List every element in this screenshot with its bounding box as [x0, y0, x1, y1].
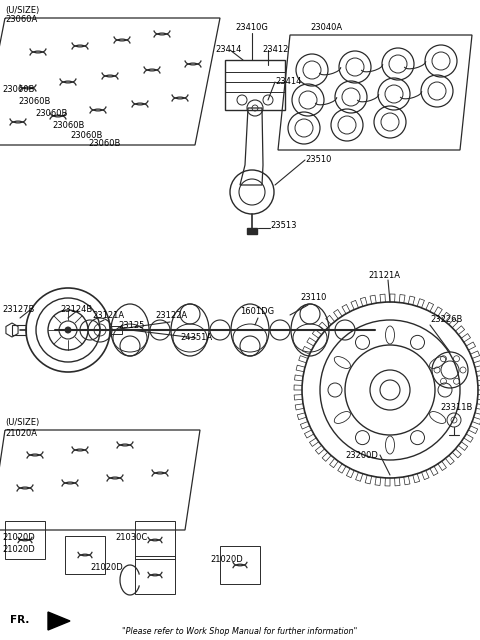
- Text: 21020D: 21020D: [90, 563, 123, 573]
- Polygon shape: [48, 612, 70, 630]
- Text: (U/SIZE): (U/SIZE): [5, 6, 39, 15]
- Bar: [65, 536, 105, 574]
- Text: 23060B: 23060B: [2, 86, 35, 95]
- Text: 23513: 23513: [270, 221, 297, 230]
- Text: 23124B: 23124B: [60, 305, 92, 314]
- Text: 23414: 23414: [275, 77, 301, 86]
- Text: 23060B: 23060B: [70, 131, 102, 140]
- Text: 23121A: 23121A: [92, 310, 124, 319]
- Bar: [135, 521, 175, 559]
- Text: 23200D: 23200D: [345, 451, 378, 460]
- Text: 23510: 23510: [305, 156, 331, 164]
- Text: 23412: 23412: [262, 45, 288, 54]
- Text: 23127B: 23127B: [2, 305, 35, 314]
- Text: 23122A: 23122A: [155, 312, 187, 321]
- Bar: [5, 521, 45, 559]
- Text: 23414: 23414: [215, 45, 241, 54]
- Text: 21020A: 21020A: [5, 429, 37, 438]
- Text: 23060B: 23060B: [35, 109, 67, 118]
- Text: 23060A: 23060A: [5, 15, 37, 24]
- Text: 23226B: 23226B: [430, 316, 462, 324]
- Text: FR.: FR.: [10, 615, 29, 625]
- Text: 23060B: 23060B: [18, 97, 50, 106]
- Text: 23311B: 23311B: [440, 403, 472, 413]
- Text: 23040A: 23040A: [310, 22, 342, 31]
- Text: 24351A: 24351A: [180, 333, 212, 342]
- Text: 23110: 23110: [300, 294, 326, 303]
- Bar: [12, 325, 26, 335]
- Text: 21030C: 21030C: [115, 534, 147, 543]
- Circle shape: [65, 327, 71, 333]
- Bar: [220, 546, 260, 584]
- Text: 23060B: 23060B: [52, 122, 84, 131]
- Text: (U/SIZE): (U/SIZE): [5, 419, 39, 428]
- Text: 21020D: 21020D: [210, 556, 243, 564]
- Text: 1601DG: 1601DG: [240, 307, 274, 317]
- Text: 23410G: 23410G: [235, 22, 268, 31]
- Text: "Please refer to Work Shop Manual for further information": "Please refer to Work Shop Manual for fu…: [122, 627, 358, 637]
- Text: 21020D: 21020D: [2, 532, 35, 541]
- Text: 21121A: 21121A: [368, 271, 400, 280]
- Bar: [110, 326, 122, 334]
- Text: 23060B: 23060B: [88, 138, 120, 147]
- Text: 21020D: 21020D: [2, 545, 35, 554]
- Bar: [247, 228, 257, 234]
- Bar: [135, 556, 175, 594]
- Text: 23125: 23125: [118, 321, 144, 330]
